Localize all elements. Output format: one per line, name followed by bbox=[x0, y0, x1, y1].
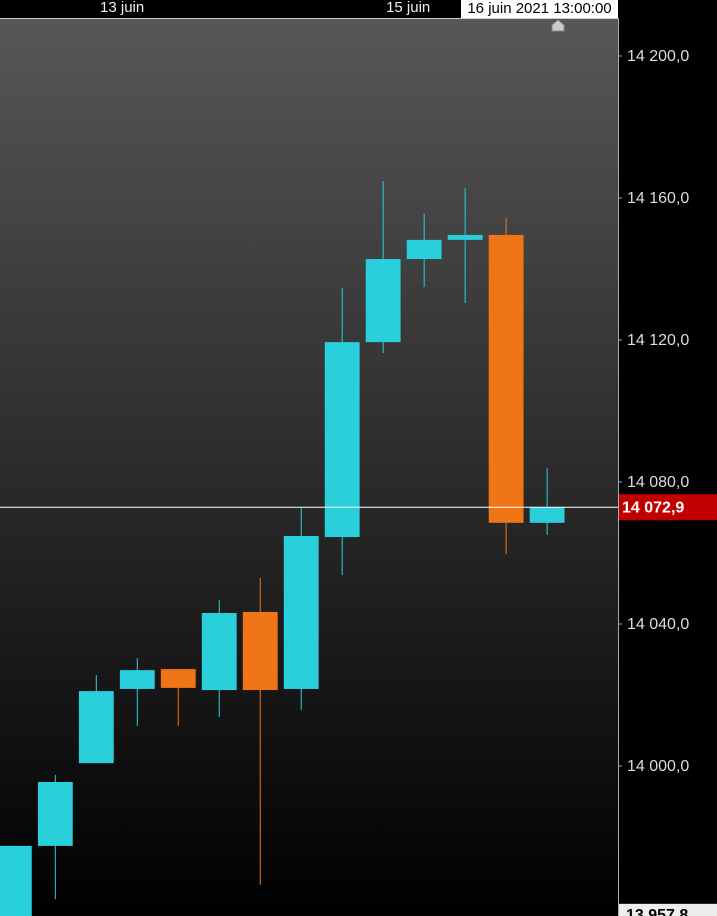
candle-body bbox=[37, 781, 73, 846]
candle-body bbox=[242, 611, 278, 691]
y-tick-label: 14 040,0 bbox=[627, 616, 689, 633]
candle-body bbox=[406, 239, 442, 260]
cursor-time: 16 juin 2021 13:00:00 bbox=[467, 0, 611, 17]
axes: 14 000,0 14 040,0 14 080,0 14 120,0 14 160,0… bbox=[100, 0, 717, 916]
y-tick-label: 14 160,0 bbox=[627, 190, 689, 207]
candle-body bbox=[201, 612, 237, 691]
candle-body bbox=[447, 234, 483, 240]
candle-body bbox=[160, 669, 196, 688]
candle-body bbox=[324, 342, 360, 538]
candle-body bbox=[0, 845, 32, 916]
candle-body bbox=[488, 234, 524, 523]
cursor-time-box bbox=[461, 0, 618, 18]
candle-body bbox=[78, 691, 114, 764]
y-tick-label: 14 080,0 bbox=[627, 474, 689, 491]
current-price-box bbox=[619, 494, 717, 521]
current-price-label: 14 072,9 bbox=[622, 499, 684, 516]
y-tick-label: 14 000,0 bbox=[627, 758, 689, 775]
candle-body bbox=[119, 670, 155, 689]
y-tick-label: 14 200,0 bbox=[627, 48, 689, 65]
bottom-price-box bbox=[619, 903, 717, 916]
cursor-marker bbox=[551, 19, 565, 32]
plot bbox=[0, 180, 618, 916]
candle-body bbox=[529, 507, 565, 523]
candle-body bbox=[365, 259, 401, 343]
candle-body bbox=[283, 535, 319, 689]
y-tick-label: 14 120,0 bbox=[627, 332, 689, 349]
plot-area bbox=[0, 19, 618, 916]
bottom-price-label: 13 957,8 bbox=[626, 907, 688, 916]
x-tick-label: 15 juin bbox=[386, 0, 430, 16]
x-tick-label: 13 juin bbox=[100, 0, 144, 16]
